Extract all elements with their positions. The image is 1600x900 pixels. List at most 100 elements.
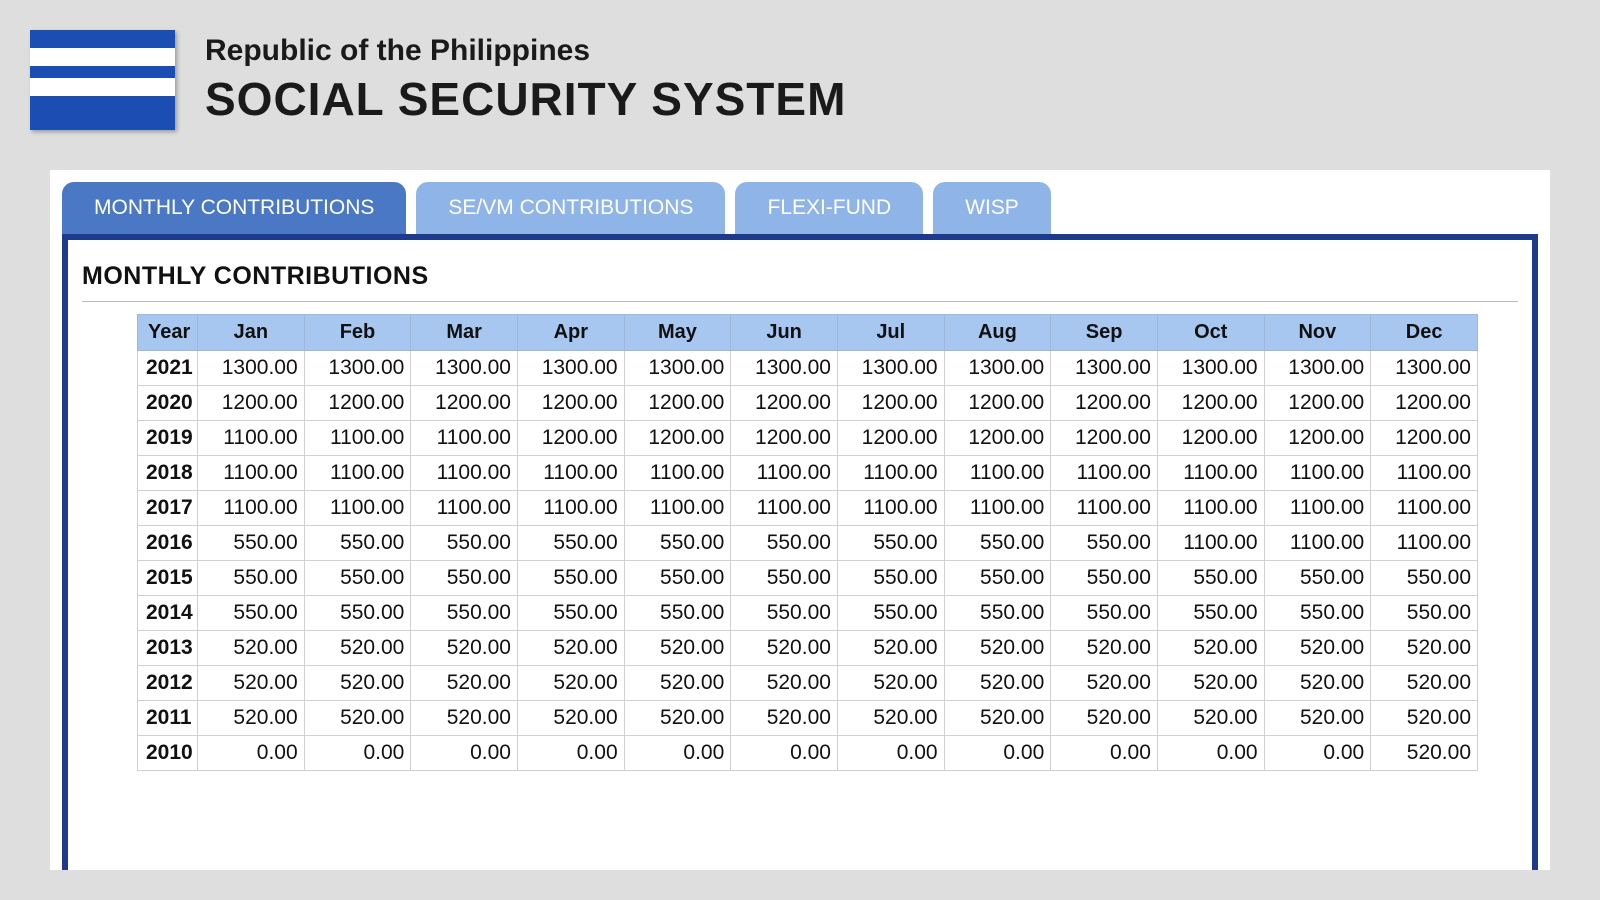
value-cell: 550.00 [731, 596, 838, 631]
value-cell: 1100.00 [198, 491, 305, 526]
year-cell: 2014 [138, 596, 198, 631]
table-row: 2011520.00520.00520.00520.00520.00520.00… [138, 701, 1478, 736]
value-cell: 520.00 [837, 666, 944, 701]
value-cell: 1100.00 [837, 491, 944, 526]
value-cell: 550.00 [837, 561, 944, 596]
value-cell: 1300.00 [837, 351, 944, 386]
year-cell: 2011 [138, 701, 198, 736]
value-cell: 520.00 [304, 666, 411, 701]
value-cell: 1100.00 [411, 456, 518, 491]
value-cell: 550.00 [944, 561, 1051, 596]
value-cell: 1100.00 [1157, 491, 1264, 526]
value-cell: 520.00 [1051, 666, 1158, 701]
value-cell: 0.00 [198, 736, 305, 771]
value-cell: 0.00 [517, 736, 624, 771]
value-cell: 550.00 [731, 561, 838, 596]
table-row: 2016550.00550.00550.00550.00550.00550.00… [138, 526, 1478, 561]
value-cell: 1300.00 [1371, 351, 1478, 386]
value-cell: 550.00 [517, 596, 624, 631]
value-cell: 1100.00 [944, 456, 1051, 491]
value-cell: 520.00 [837, 701, 944, 736]
col-mar: Mar [411, 315, 518, 351]
tab-wisp[interactable]: WISP [933, 182, 1051, 234]
col-oct: Oct [1157, 315, 1264, 351]
value-cell: 520.00 [731, 631, 838, 666]
year-cell: 2016 [138, 526, 198, 561]
table-row: 20100.000.000.000.000.000.000.000.000.00… [138, 736, 1478, 771]
value-cell: 550.00 [1051, 596, 1158, 631]
table-head: YearJanFebMarAprMayJunJulAugSepOctNovDec [138, 315, 1478, 351]
value-cell: 550.00 [1051, 561, 1158, 596]
value-cell: 520.00 [1264, 701, 1371, 736]
value-cell: 1100.00 [731, 456, 838, 491]
value-cell: 1100.00 [304, 421, 411, 456]
value-cell: 0.00 [731, 736, 838, 771]
value-cell: 1300.00 [1157, 351, 1264, 386]
value-cell: 550.00 [411, 596, 518, 631]
value-cell: 520.00 [731, 666, 838, 701]
col-year: Year [138, 315, 198, 351]
value-cell: 520.00 [517, 666, 624, 701]
value-cell: 1200.00 [1264, 386, 1371, 421]
value-cell: 1100.00 [1157, 456, 1264, 491]
value-cell: 1100.00 [1264, 526, 1371, 561]
value-cell: 1100.00 [1051, 456, 1158, 491]
value-cell: 1300.00 [731, 351, 838, 386]
year-cell: 2018 [138, 456, 198, 491]
value-cell: 520.00 [944, 631, 1051, 666]
value-cell: 1100.00 [1371, 526, 1478, 561]
value-cell: 1200.00 [304, 386, 411, 421]
year-cell: 2020 [138, 386, 198, 421]
value-cell: 520.00 [411, 666, 518, 701]
header-line2: SOCIAL SECURITY SYSTEM [205, 72, 846, 126]
value-cell: 520.00 [304, 631, 411, 666]
value-cell: 1100.00 [1371, 491, 1478, 526]
value-cell: 1200.00 [1264, 421, 1371, 456]
header-text: Republic of the Philippines SOCIAL SECUR… [205, 34, 846, 126]
value-cell: 0.00 [837, 736, 944, 771]
value-cell: 1100.00 [198, 421, 305, 456]
value-cell: 550.00 [944, 526, 1051, 561]
value-cell: 520.00 [1157, 666, 1264, 701]
value-cell: 1100.00 [1264, 456, 1371, 491]
main-panel: MONTHLY CONTRIBUTIONS SE/VM CONTRIBUTION… [50, 170, 1550, 870]
value-cell: 1300.00 [517, 351, 624, 386]
value-cell: 1200.00 [1051, 386, 1158, 421]
value-cell: 550.00 [1371, 596, 1478, 631]
header-line1: Republic of the Philippines [205, 34, 846, 68]
value-cell: 550.00 [517, 526, 624, 561]
tab-flexi-fund[interactable]: FLEXI-FUND [735, 182, 923, 234]
sss-logo [30, 30, 175, 130]
value-cell: 1100.00 [304, 491, 411, 526]
table-wrap: YearJanFebMarAprMayJunJulAugSepOctNovDec… [82, 314, 1518, 771]
tab-content: MONTHLY CONTRIBUTIONS YearJanFebMarAprMa… [62, 240, 1538, 870]
value-cell: 520.00 [1371, 701, 1478, 736]
value-cell: 520.00 [1051, 631, 1158, 666]
value-cell: 550.00 [304, 526, 411, 561]
value-cell: 1100.00 [1264, 491, 1371, 526]
value-cell: 1200.00 [411, 386, 518, 421]
value-cell: 550.00 [304, 561, 411, 596]
value-cell: 520.00 [1051, 701, 1158, 736]
value-cell: 1200.00 [837, 421, 944, 456]
value-cell: 550.00 [944, 596, 1051, 631]
value-cell: 0.00 [1051, 736, 1158, 771]
value-cell: 1100.00 [624, 491, 731, 526]
value-cell: 520.00 [517, 701, 624, 736]
col-nov: Nov [1264, 315, 1371, 351]
value-cell: 1200.00 [1157, 386, 1264, 421]
value-cell: 550.00 [1264, 561, 1371, 596]
year-cell: 2017 [138, 491, 198, 526]
tab-monthly-contributions[interactable]: MONTHLY CONTRIBUTIONS [62, 182, 406, 234]
value-cell: 550.00 [731, 526, 838, 561]
value-cell: 0.00 [624, 736, 731, 771]
tab-sevm-contributions[interactable]: SE/VM CONTRIBUTIONS [416, 182, 725, 234]
table-row: 20211300.001300.001300.001300.001300.001… [138, 351, 1478, 386]
value-cell: 520.00 [198, 666, 305, 701]
value-cell: 1200.00 [624, 421, 731, 456]
value-cell: 550.00 [1371, 561, 1478, 596]
value-cell: 520.00 [944, 701, 1051, 736]
value-cell: 1200.00 [624, 386, 731, 421]
value-cell: 1300.00 [411, 351, 518, 386]
col-aug: Aug [944, 315, 1051, 351]
